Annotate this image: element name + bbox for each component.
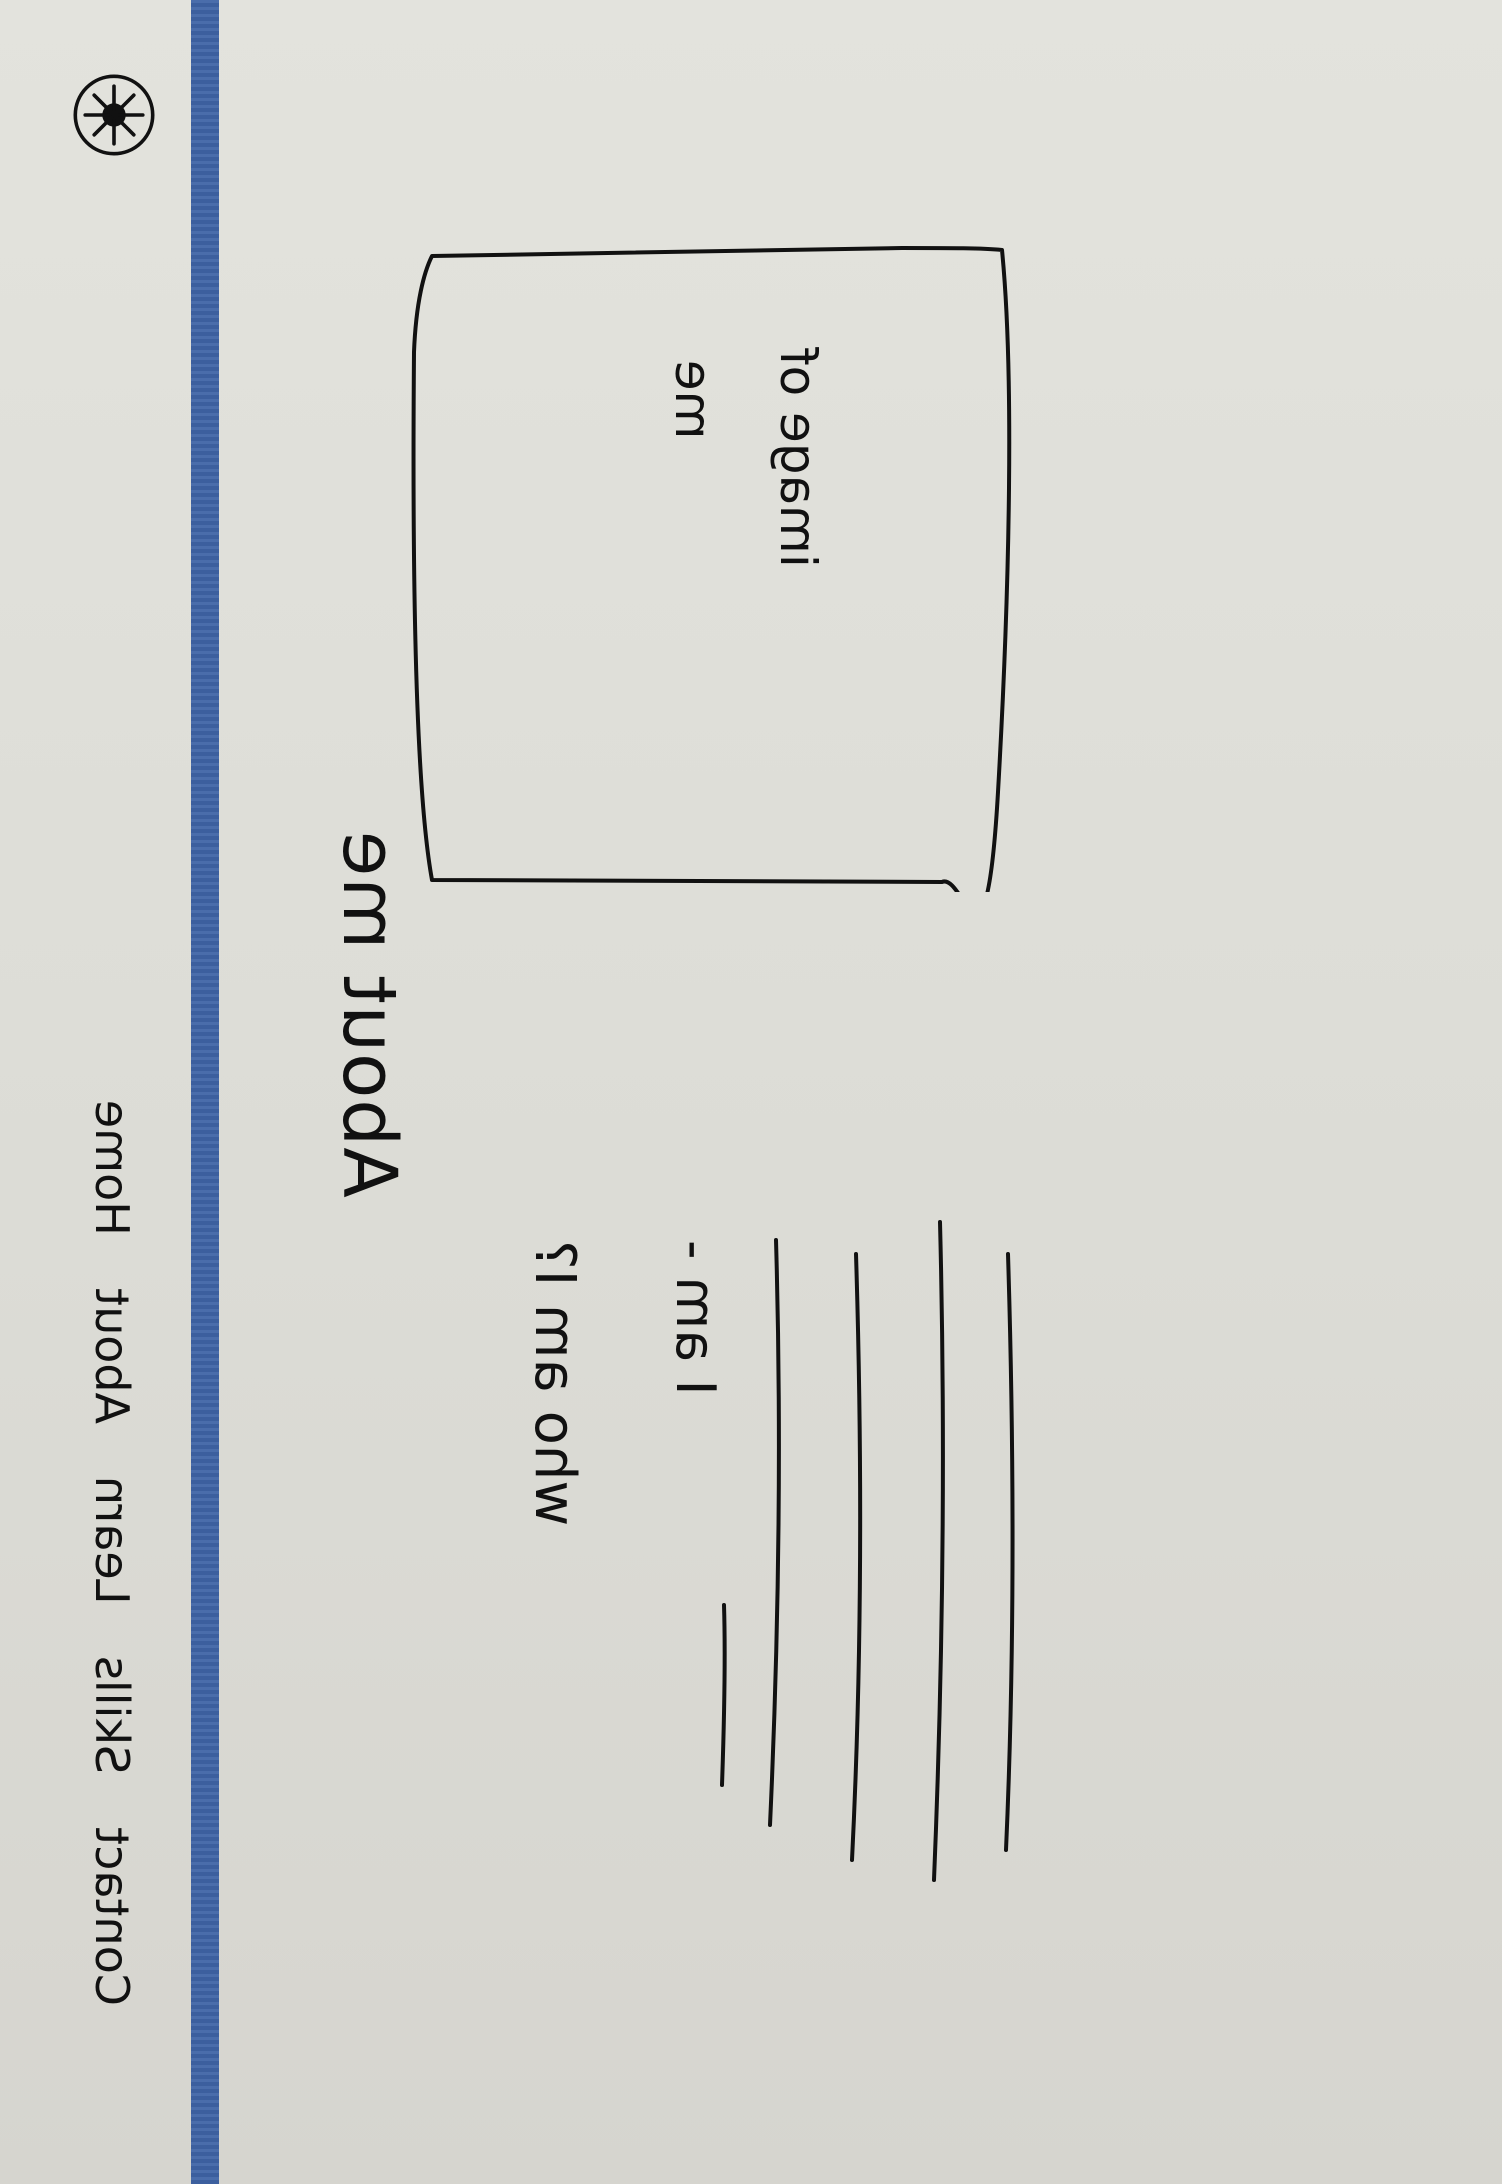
text-line [932,1220,945,1882]
header-bar [191,0,219,2184]
nav-learn[interactable]: Learn [85,1475,139,1605]
nav-contact[interactable]: Contact [85,1826,139,2006]
text-line [1004,1252,1015,1852]
nav-skills[interactable]: Skills [85,1656,139,1775]
text-line [850,1252,863,1862]
text-line [720,1603,727,1787]
main-nav: Home About Learn Skills Contact [57,1100,167,2006]
paragraph-placeholder-lines [720,1220,1015,1882]
text-line [768,1238,781,1827]
image-placeholder-label: image of [769,348,827,568]
image-placeholder-label-2: me [664,360,722,440]
intro-question: who am I? [522,1240,587,1527]
star-logo-icon[interactable] [69,70,159,160]
profile-image-placeholder [411,246,1012,892]
nav-home[interactable]: Home [85,1100,139,1236]
nav-about[interactable]: About [85,1287,139,1424]
